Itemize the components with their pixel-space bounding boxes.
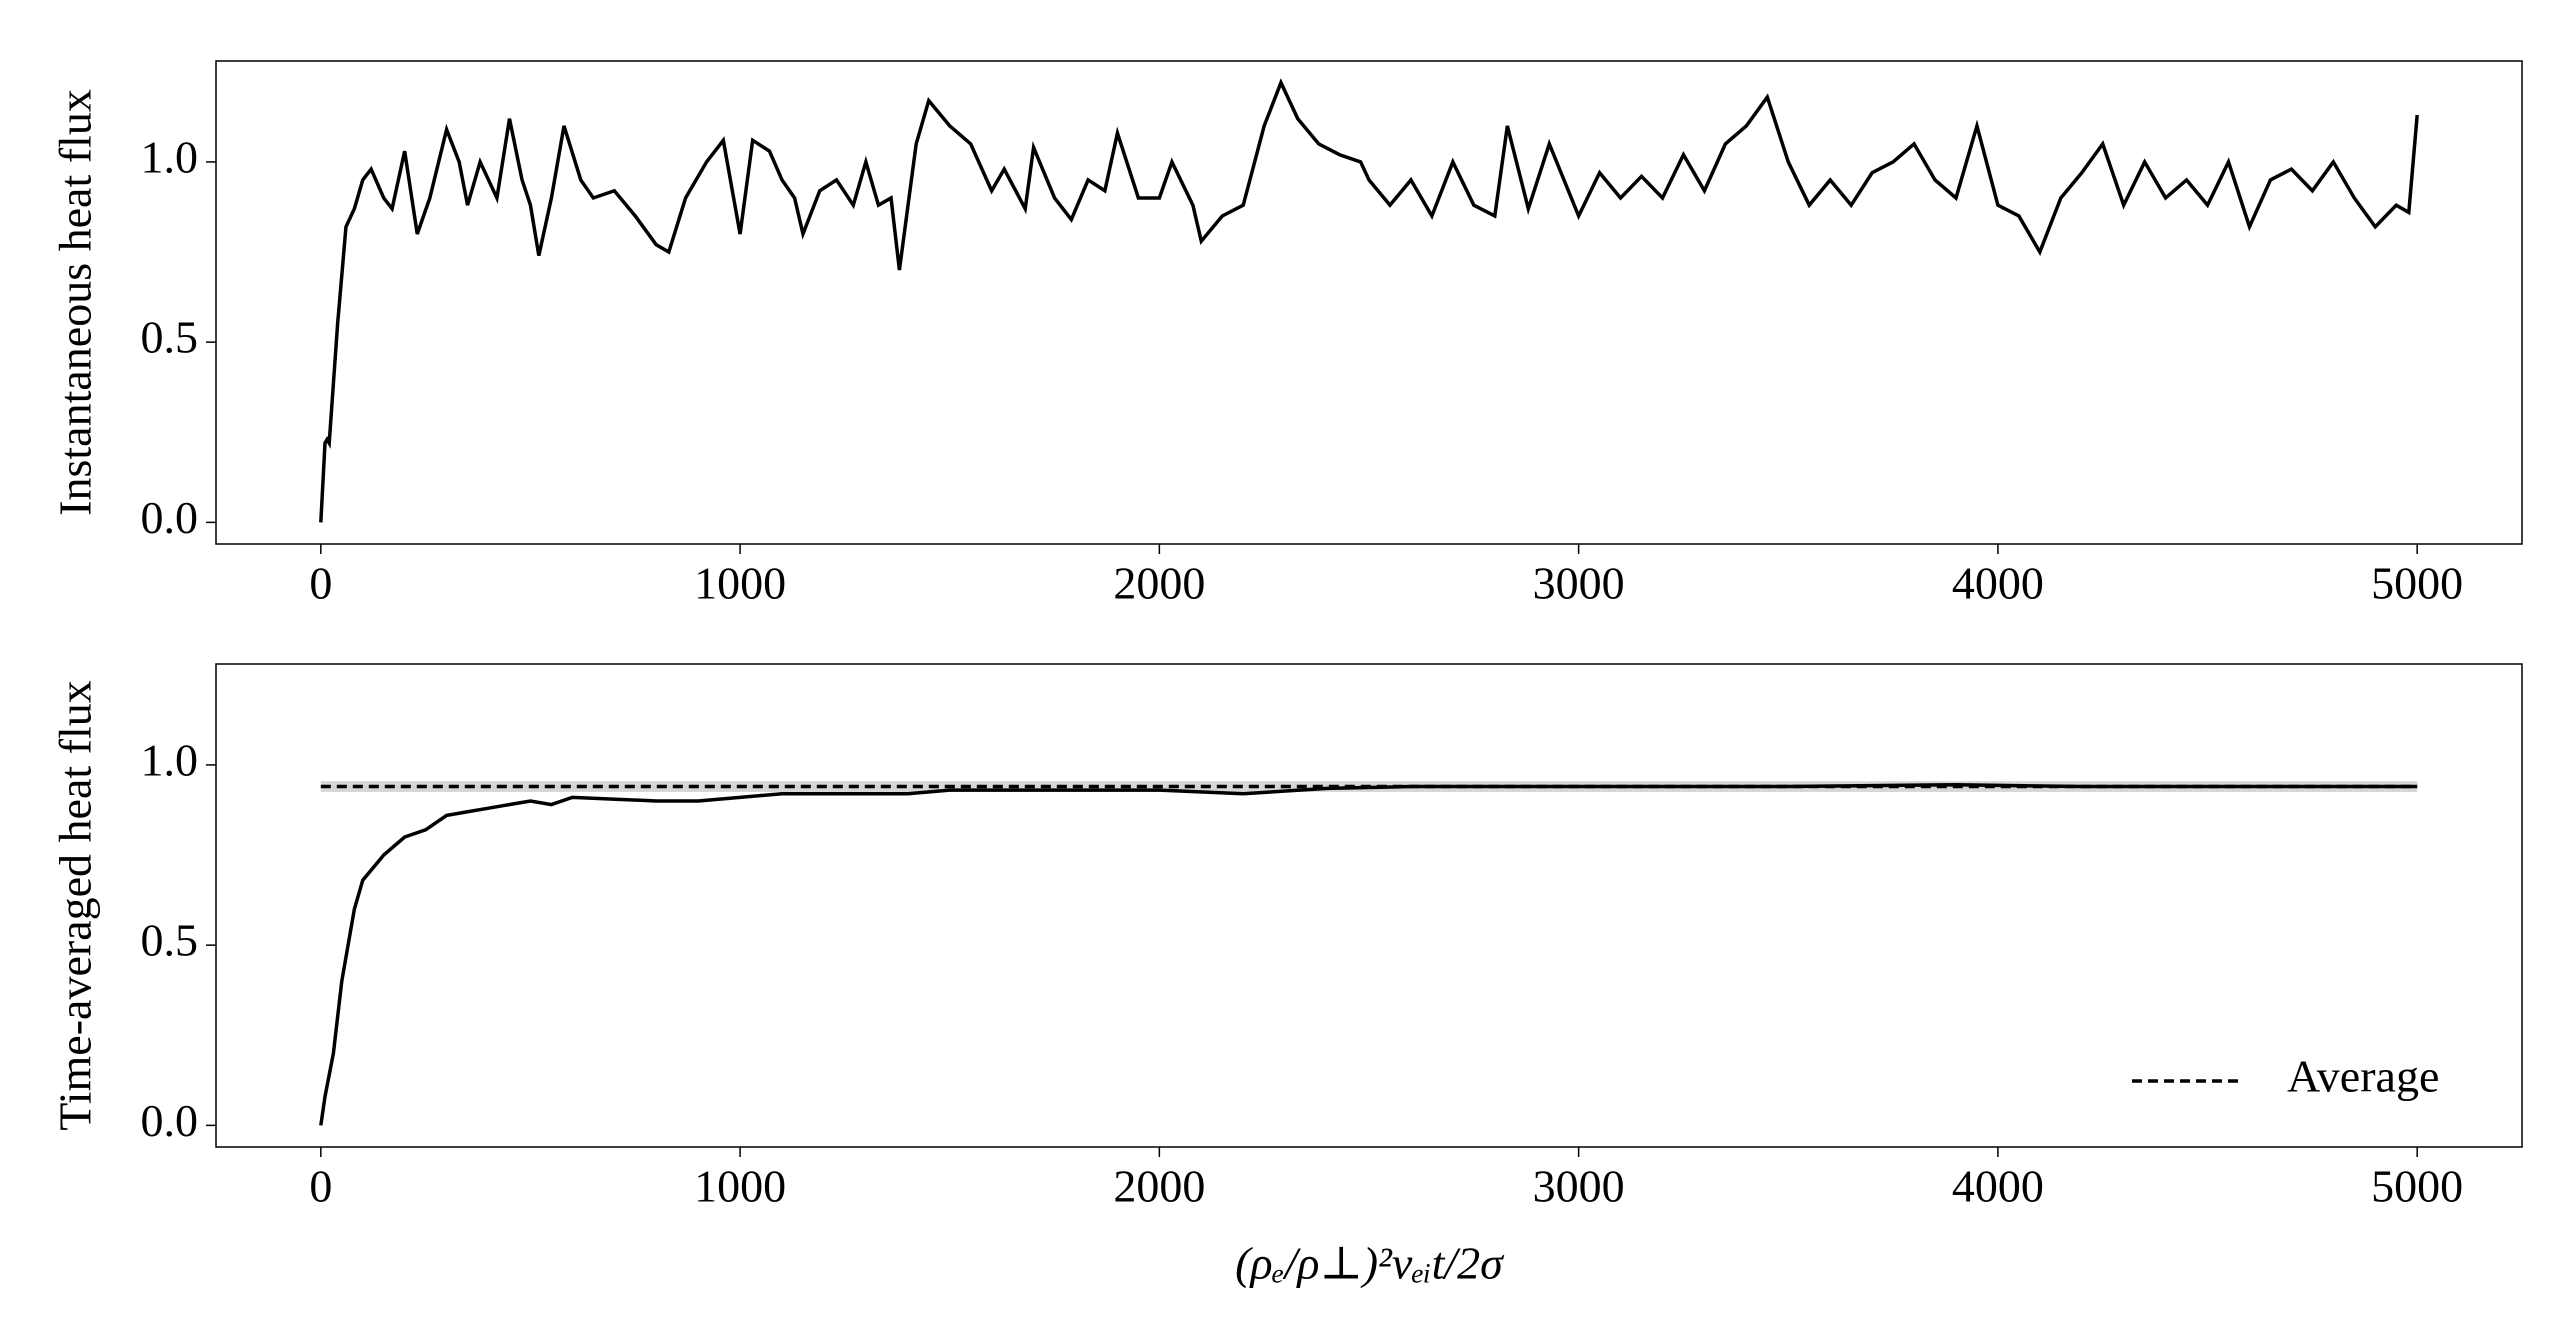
y-tick-label: 1.0 [141, 734, 199, 785]
x-tick-label: 0 [309, 558, 332, 609]
x-tick-label: 5000 [2371, 1161, 2463, 1212]
y-tick-label: 0.5 [141, 915, 199, 966]
y-tick-label: 0.5 [141, 312, 199, 363]
x-tick-label: 4000 [1952, 1161, 2044, 1212]
x-tick-label: 3000 [1533, 558, 1625, 609]
x-tick-label: 4000 [1952, 558, 2044, 609]
axes-frame [215, 663, 2523, 1148]
x-axis-label: (ρₑ/ρ⊥)²νₑᵢt/2σ [1235, 1238, 1505, 1289]
x-tick-label: 1000 [694, 558, 786, 609]
y-axis-label: Time-averaged heat flux [50, 680, 101, 1130]
y-tick-label: 1.0 [141, 131, 199, 182]
x-tick-label: 3000 [1533, 1161, 1625, 1212]
x-tick-label: 2000 [1113, 558, 1205, 609]
x-tick-label: 5000 [2371, 558, 2463, 609]
legend-label: Average [2287, 1051, 2439, 1102]
data-line [319, 782, 2418, 1126]
x-tick-label: 2000 [1113, 1161, 1205, 1212]
y-tick-label: 0.0 [141, 1095, 199, 1146]
axes-frame [215, 60, 2523, 545]
y-tick-label: 0.0 [141, 492, 199, 543]
x-tick-label: 0 [309, 1161, 332, 1212]
x-tick-label: 1000 [694, 1161, 786, 1212]
data-line [319, 78, 2419, 523]
y-axis-label: Instantaneous heat flux [50, 89, 101, 516]
